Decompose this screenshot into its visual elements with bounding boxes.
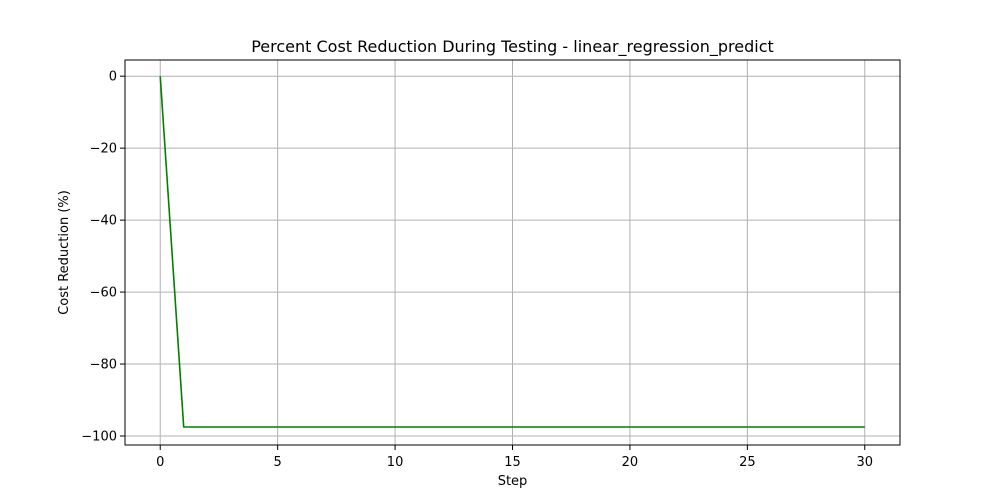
grid-layer <box>125 60 900 445</box>
series-line-0 <box>159 76 865 428</box>
x-tick-label-5: 25 <box>739 455 756 470</box>
series-layer <box>159 76 865 428</box>
y-tick-label-0: 0 <box>109 70 117 85</box>
x-tick-label-6: 30 <box>856 455 873 470</box>
x-tick-label-2: 10 <box>387 455 404 470</box>
ticks-layer: 0 5 10 15 20 25 30 0 −20 −40 −60 −80 −100 <box>81 70 873 470</box>
x-axis-label: Step <box>498 474 528 489</box>
chart-title: Percent Cost Reduction During Testing - … <box>251 37 774 57</box>
y-tick-label-4: −80 <box>90 358 117 373</box>
y-axis-label: Cost Reduction (%) <box>57 190 72 315</box>
y-tick-label-3: −60 <box>90 286 117 301</box>
y-tick-label-5: −100 <box>81 430 117 445</box>
y-tick-label-1: −20 <box>90 142 117 157</box>
x-tick-label-4: 20 <box>622 455 639 470</box>
x-tick-label-1: 5 <box>274 455 282 470</box>
x-tick-label-0: 0 <box>156 455 164 470</box>
x-tick-label-3: 15 <box>504 455 521 470</box>
y-tick-label-2: −40 <box>90 214 117 229</box>
